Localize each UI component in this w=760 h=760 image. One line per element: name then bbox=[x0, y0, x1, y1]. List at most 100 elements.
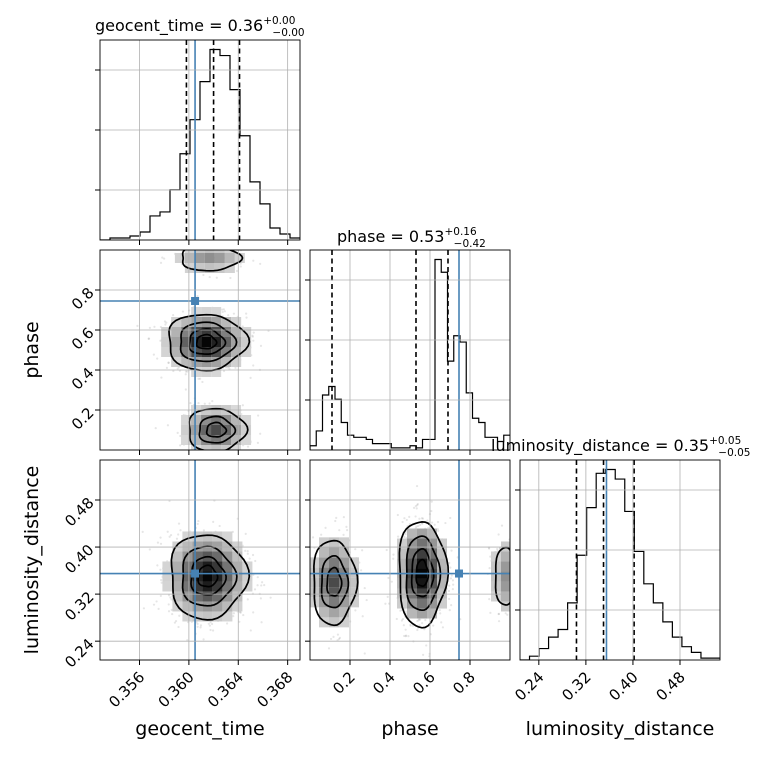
panel-frame bbox=[99, 39, 301, 241]
sample-point bbox=[166, 424, 170, 427]
density-cell bbox=[232, 601, 243, 612]
density-cell bbox=[182, 601, 193, 612]
density-cell bbox=[201, 435, 212, 445]
sample-point bbox=[174, 619, 178, 623]
panel-frame bbox=[309, 459, 511, 661]
ylabel-phase: phase bbox=[21, 321, 43, 378]
sample-point bbox=[448, 608, 451, 612]
y-tick-label: 0.40 bbox=[61, 541, 97, 577]
density-cell bbox=[192, 581, 203, 592]
sample-point bbox=[238, 620, 241, 623]
density-cell bbox=[339, 537, 349, 548]
sample-point bbox=[448, 561, 451, 565]
density-cell bbox=[212, 541, 223, 552]
sample-point bbox=[336, 633, 340, 636]
sample-point bbox=[197, 401, 200, 405]
density-cell bbox=[231, 327, 242, 337]
x-tick-label: 0.8 bbox=[449, 668, 479, 698]
density-cell bbox=[182, 551, 193, 562]
sample-point bbox=[259, 432, 262, 435]
sample-point bbox=[306, 553, 308, 555]
sample-point bbox=[513, 578, 515, 580]
density-cell bbox=[204, 253, 215, 263]
sample-point bbox=[159, 536, 162, 539]
density-cell bbox=[181, 357, 192, 367]
sample-point bbox=[396, 535, 400, 538]
sample-point bbox=[232, 612, 235, 615]
density-cell bbox=[192, 601, 203, 612]
sample-point bbox=[496, 547, 499, 551]
y-tick-label: 0.32 bbox=[61, 588, 97, 624]
sample-point bbox=[263, 583, 266, 587]
sample-point bbox=[260, 621, 263, 624]
sample-point bbox=[163, 320, 167, 323]
sample-point bbox=[440, 621, 443, 624]
density-cell bbox=[491, 551, 501, 562]
sample-point bbox=[408, 515, 411, 518]
sample-point bbox=[513, 619, 515, 621]
sample-point bbox=[421, 522, 424, 525]
sample-point bbox=[515, 557, 517, 559]
sample-point bbox=[205, 455, 207, 457]
sample-point bbox=[157, 607, 160, 610]
sample-point bbox=[211, 629, 215, 632]
sample-point bbox=[197, 455, 199, 457]
density-cell bbox=[339, 607, 349, 618]
sample-point bbox=[251, 335, 254, 338]
density-cell bbox=[171, 317, 182, 327]
density-cell bbox=[231, 347, 242, 357]
density-cell bbox=[201, 425, 212, 435]
sample-point bbox=[218, 244, 220, 246]
density-cell bbox=[172, 541, 183, 552]
sample-point bbox=[208, 402, 211, 405]
sample-point bbox=[169, 533, 173, 537]
x-tick-label: 0.368 bbox=[253, 668, 296, 711]
sample-point bbox=[239, 265, 242, 268]
density-cell bbox=[181, 435, 192, 445]
x-tick-label: 0.32 bbox=[558, 668, 594, 704]
sample-point bbox=[259, 262, 262, 265]
density-cell bbox=[349, 577, 359, 588]
sample-point bbox=[354, 609, 357, 612]
sample-point bbox=[201, 235, 203, 237]
x-tick-label: 0.4 bbox=[369, 668, 399, 698]
density-cell bbox=[211, 307, 222, 317]
sample-point bbox=[167, 594, 171, 597]
sample-point bbox=[416, 619, 419, 623]
density-cell bbox=[232, 581, 243, 592]
density-cell bbox=[201, 337, 212, 347]
sample-point bbox=[324, 526, 327, 529]
sample-point bbox=[170, 608, 173, 611]
density-cell bbox=[222, 541, 233, 552]
sample-point bbox=[259, 344, 263, 347]
sample-point bbox=[239, 610, 242, 614]
density-cell bbox=[211, 435, 222, 445]
title-phase: phase = 0.53+0.16 −0.42 bbox=[337, 226, 486, 250]
sample-point bbox=[414, 515, 417, 518]
density-cell bbox=[194, 250, 205, 253]
sample-point bbox=[420, 517, 424, 520]
sample-point bbox=[184, 370, 188, 373]
sample-point bbox=[403, 517, 406, 520]
sample-point bbox=[239, 262, 242, 265]
density-cell bbox=[211, 425, 222, 435]
density-cell bbox=[172, 551, 183, 562]
x-tick-label: 0.360 bbox=[155, 668, 198, 711]
sample-point bbox=[361, 549, 364, 552]
density-cell bbox=[511, 581, 521, 591]
density-cell bbox=[161, 327, 172, 337]
density-cell bbox=[437, 548, 447, 559]
density-cell bbox=[171, 337, 182, 347]
sample-point bbox=[207, 247, 209, 249]
density-cell bbox=[201, 327, 212, 337]
sample-point bbox=[234, 366, 237, 369]
density-cell bbox=[191, 435, 202, 445]
density-cell bbox=[181, 347, 192, 357]
sample-point bbox=[515, 571, 517, 573]
density-cell bbox=[329, 597, 339, 608]
sample-point bbox=[152, 353, 155, 356]
x-tick-label: 0.48 bbox=[652, 668, 688, 704]
panel-frame bbox=[519, 459, 721, 661]
density-cell bbox=[501, 561, 510, 572]
x-tick-label: 0.364 bbox=[204, 668, 247, 711]
